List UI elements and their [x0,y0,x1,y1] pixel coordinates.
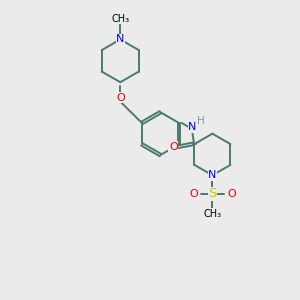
Text: H: H [197,116,205,126]
Text: O: O [227,189,236,199]
Text: O: O [169,142,178,152]
Text: N: N [208,170,217,180]
Text: N: N [188,122,196,132]
Text: O: O [189,189,198,199]
Text: N: N [116,34,124,44]
Text: S: S [208,187,217,200]
Text: O: O [116,93,125,103]
Text: CH₃: CH₃ [111,14,129,24]
Text: CH₃: CH₃ [203,208,221,219]
